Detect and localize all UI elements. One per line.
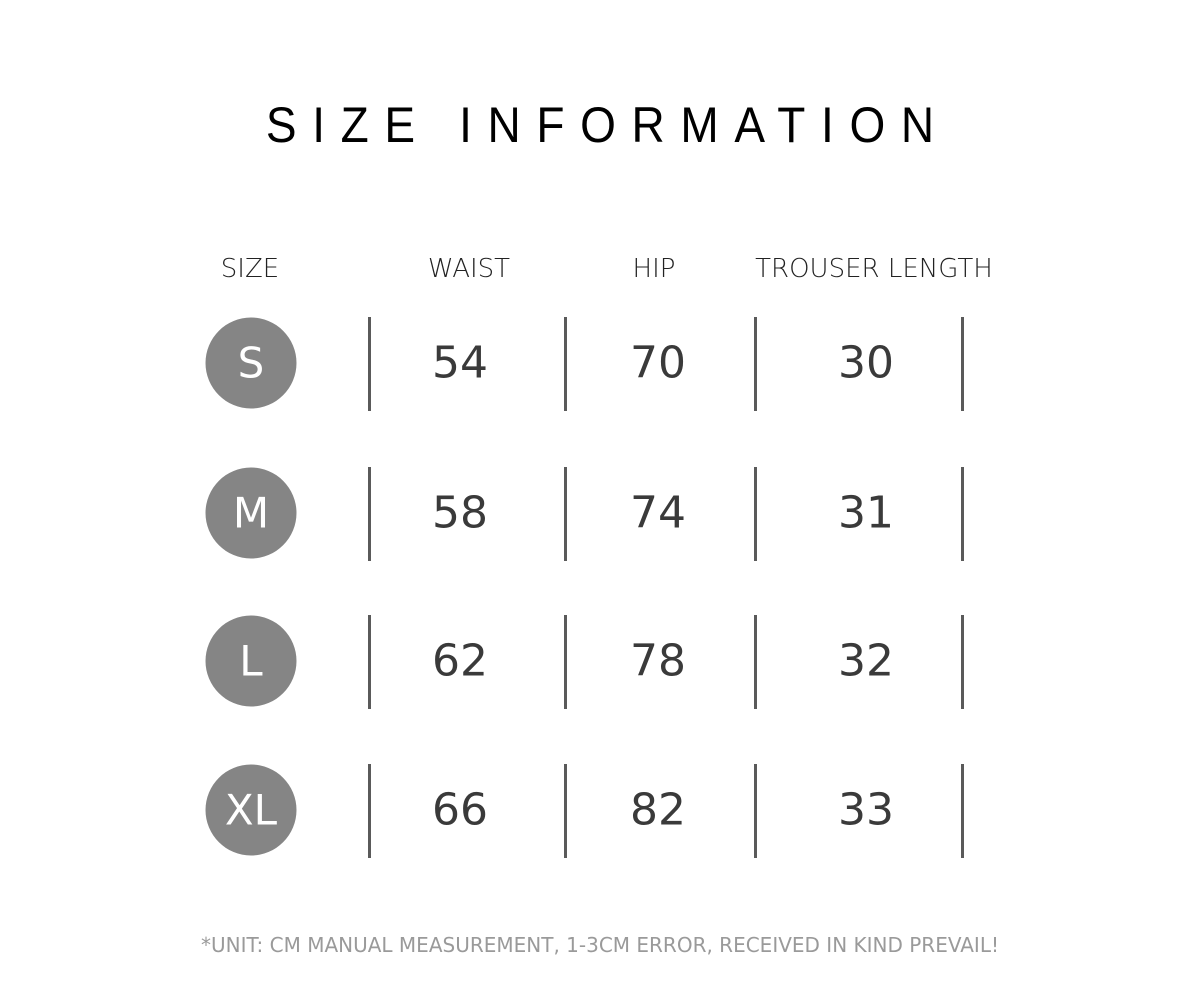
footer-note: *UNIT: CM MANUAL MEASUREMENT, 1-3CM ERRO… — [201, 933, 999, 957]
size-badge: XL — [205, 764, 297, 856]
trouser-length-value: 31 — [838, 487, 894, 539]
column-divider — [564, 467, 567, 561]
page-title: SIZE INFORMATION — [265, 97, 950, 153]
waist-value: 66 — [432, 784, 488, 836]
header-hip: HIP — [632, 254, 676, 284]
trouser-length-value: 30 — [838, 337, 894, 389]
waist-value: 62 — [432, 635, 488, 687]
column-divider — [368, 615, 371, 709]
column-divider — [368, 764, 371, 858]
trouser-length-value: 33 — [838, 784, 894, 836]
size-badge: L — [205, 615, 297, 707]
waist-value: 54 — [432, 337, 488, 389]
waist-value: 58 — [432, 487, 488, 539]
hip-value: 70 — [630, 337, 686, 389]
column-divider — [368, 317, 371, 411]
size-badge: M — [205, 467, 297, 559]
header-size: SIZE — [220, 254, 280, 284]
column-divider — [961, 467, 964, 561]
column-divider — [961, 764, 964, 858]
column-divider — [961, 317, 964, 411]
column-divider — [564, 764, 567, 858]
column-divider — [754, 317, 757, 411]
column-divider — [564, 317, 567, 411]
header-waist: WAIST — [427, 254, 511, 284]
column-divider — [754, 764, 757, 858]
column-divider — [564, 615, 567, 709]
header-trouser-length: TROUSER LENGTH — [755, 254, 993, 284]
hip-value: 82 — [630, 784, 686, 836]
column-divider — [754, 615, 757, 709]
trouser-length-value: 32 — [838, 635, 894, 687]
hip-value: 78 — [630, 635, 686, 687]
column-divider — [368, 467, 371, 561]
column-divider — [754, 467, 757, 561]
hip-value: 74 — [630, 487, 686, 539]
size-badge: S — [205, 317, 297, 409]
column-divider — [961, 615, 964, 709]
